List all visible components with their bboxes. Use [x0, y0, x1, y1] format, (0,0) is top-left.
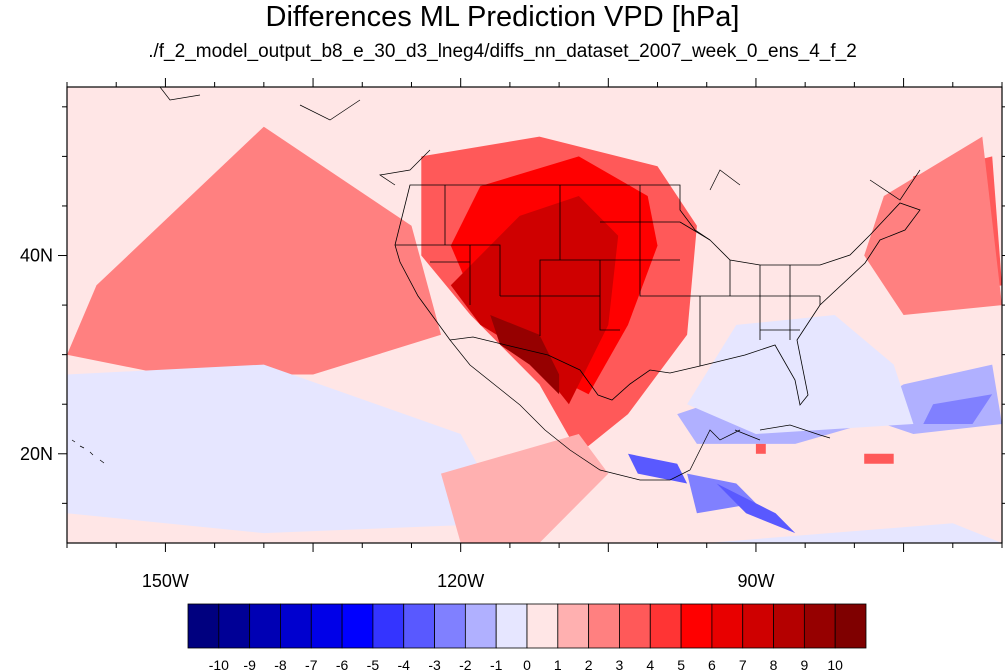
- us-outline: [394, 184, 921, 406]
- colorbar-level-label: 9: [800, 657, 808, 672]
- colorbar-box-8: [434, 603, 466, 649]
- colorbar-box-16: [680, 603, 713, 649]
- colorbar-box-21: [834, 603, 867, 649]
- colorbar-labels: -10 -9 -8 -7 -6 -5 -4 -3 -2 -1 0 1 2 3 4 5 6 7 8 9 10: [209, 657, 843, 672]
- colorbar-box-2: [249, 603, 281, 649]
- colorbar-box-18: [742, 603, 774, 649]
- contour-region-1: [67, 126, 441, 375]
- colorbar-box-9: [464, 603, 497, 649]
- colorbar-box-15: [649, 603, 682, 649]
- colorbar-level-label: 10: [827, 657, 843, 672]
- axis-tick-labels: 150W 120W 90W 40N 20N: [20, 246, 774, 591]
- map-title: Differences ML Prediction VPD [hPa]: [265, 1, 740, 33]
- colorbar-level-label: -10: [209, 657, 229, 672]
- colorbar-level-label: 4: [646, 657, 654, 672]
- colorbar-box-1: [218, 603, 251, 649]
- colorbar: [187, 603, 867, 649]
- colorbar-box-5: [341, 603, 374, 649]
- colorbar-level-label: -8: [274, 657, 287, 672]
- map-plot-area: [67, 87, 1002, 543]
- contour-region-10: [628, 453, 688, 484]
- lat-tick-label: 20N: [20, 444, 53, 464]
- colorbar-level-label: -2: [459, 657, 472, 672]
- colorbar-box-20: [803, 603, 836, 649]
- colorbar-level-label: -7: [305, 657, 318, 672]
- contour-region-18: [755, 443, 766, 454]
- colorbar-level-label: 1: [554, 657, 562, 672]
- colorbar-level-label: 6: [708, 657, 716, 672]
- contour-region-11: [716, 483, 796, 534]
- colorbar-box-14: [619, 603, 651, 649]
- colorbar-level-label: -1: [490, 657, 503, 672]
- contour-region-19: [864, 453, 894, 464]
- map-frame: [66, 86, 1003, 544]
- state-lines: [395, 185, 821, 366]
- cuba-coastline: [759, 424, 831, 439]
- colorbar-box-13: [588, 603, 620, 649]
- contour-fill-regions: [67, 126, 1002, 543]
- contour-region-4: [450, 196, 619, 405]
- colorbar-level-label: 5: [677, 657, 685, 672]
- lon-tick-label: 90W: [737, 571, 774, 591]
- hawaii-islands: [71, 439, 105, 464]
- contour-region-7: [864, 136, 1002, 315]
- map-subtitle: ./f_2_model_output_b8_e_30_d3_lneg4/diff…: [148, 41, 857, 62]
- colorbar-level-label: 0: [523, 657, 531, 672]
- colorbar-level-label: 2: [585, 657, 593, 672]
- contour-region-13: [923, 394, 993, 424]
- contour-region-5: [490, 315, 560, 395]
- axis-ticks: [58, 78, 1005, 552]
- lon-tick-label: 150W: [142, 571, 189, 591]
- lon-tick-label: 120W: [437, 571, 484, 591]
- country-state-borders: [394, 184, 921, 406]
- colorbar-level-label: 8: [770, 657, 778, 672]
- colorbar-box-11: [526, 603, 559, 649]
- colorbar-box-10: [495, 603, 528, 649]
- colorbar-level-label: 3: [616, 657, 624, 672]
- colorbar-box-6: [372, 603, 405, 649]
- contour-region-16: [687, 315, 914, 434]
- mexico-coastline: [449, 339, 761, 481]
- colorbar-level-label: -5: [367, 657, 380, 672]
- colorbar-level-label: -3: [428, 657, 441, 672]
- colorbar-level-label: -9: [243, 657, 256, 672]
- colorbar-level-label: 7: [739, 657, 747, 672]
- colorbar-box-4: [310, 603, 343, 649]
- contour-region-20: [441, 434, 609, 543]
- colorbar-box-19: [773, 603, 805, 649]
- colorbar-level-label: -4: [398, 657, 411, 672]
- colorbar-box-3: [280, 603, 312, 649]
- contour-region-15: [67, 364, 510, 534]
- colorbar-box-12: [557, 603, 590, 649]
- colorbar-level-label: -6: [336, 657, 349, 672]
- canada-coastline: [159, 87, 921, 201]
- colorbar-box-17: [711, 603, 744, 649]
- lat-tick-label: 40N: [20, 246, 53, 266]
- contour-region-17: [706, 523, 1002, 543]
- colorbar-box-7: [403, 603, 435, 649]
- colorbar-box-0: [187, 603, 220, 649]
